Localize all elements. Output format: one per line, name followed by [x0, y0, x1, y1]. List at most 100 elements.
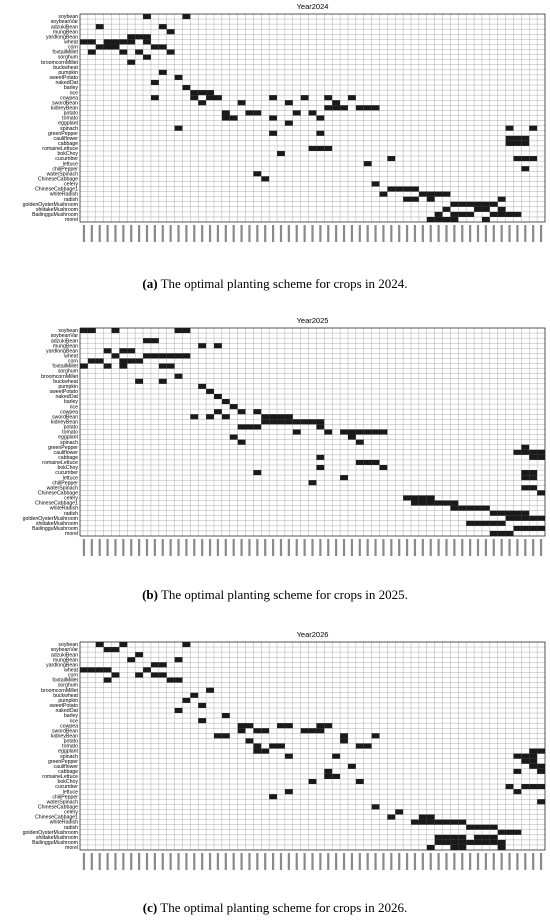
- heatmap-cell: [521, 753, 530, 759]
- heatmap-cell: [513, 515, 522, 521]
- heatmap-cell: [537, 490, 545, 496]
- y-tick-label: tomato: [62, 430, 78, 436]
- caption-b: (b) The optimal planting scheme for crop…: [0, 587, 550, 603]
- y-tick-label: kidneyBean: [51, 733, 78, 739]
- x-tick-mark: [476, 539, 480, 556]
- y-tick-label: tomato: [62, 116, 78, 122]
- y-tick-label: radish: [64, 197, 78, 203]
- x-tick-mark: [524, 225, 527, 242]
- x-tick-mark: [177, 853, 180, 870]
- heatmap-cell: [103, 39, 112, 45]
- plot-frame: [79, 327, 546, 537]
- y-tick-label: yardlongBean: [46, 662, 78, 668]
- heatmap-cell: [316, 454, 325, 460]
- x-tick-mark: [224, 225, 227, 242]
- heatmap-cell: [103, 44, 112, 50]
- x-tick-mark: [405, 539, 409, 556]
- heatmap-cell: [458, 819, 467, 825]
- x-tick-mark: [216, 539, 220, 556]
- x-tick-mark: [413, 539, 417, 556]
- heatmap-cell: [450, 211, 459, 217]
- x-tick-mark: [169, 853, 172, 870]
- heatmap-cell: [103, 667, 112, 673]
- cells: [80, 642, 545, 850]
- y-tick-label: waterSpinach: [47, 485, 79, 491]
- heatmap-cell: [158, 672, 167, 678]
- x-tick-mark: [366, 225, 369, 242]
- heatmap-cell: [513, 829, 522, 835]
- x-tick-mark: [295, 853, 298, 870]
- x-tick-mark: [532, 225, 535, 242]
- heatmap-cell: [513, 753, 522, 759]
- heatmap-cell: [537, 525, 545, 531]
- y-tick-label: cucumber: [55, 470, 78, 476]
- y-tick-label: radish: [64, 825, 78, 831]
- x-tick-mark: [342, 853, 346, 870]
- heatmap-cell: [182, 328, 191, 334]
- x-tick-mark: [130, 225, 133, 242]
- heatmap-cell: [521, 470, 530, 476]
- heatmap-cell: [442, 191, 451, 197]
- heatmap-cell: [324, 145, 333, 151]
- y-tick-label: mungBean: [53, 29, 78, 35]
- y-tick-label: mungBean: [53, 657, 78, 663]
- y-tick-label: rice: [70, 718, 78, 724]
- y-tick-labels: soybeansoybeanVaradzukiBeanmungBeanyardl…: [23, 642, 79, 851]
- y-tick-label: greenPepper: [48, 759, 78, 765]
- heatmap-cell: [395, 809, 404, 815]
- heatmap-cell: [403, 495, 412, 501]
- heatmap-cell: [458, 211, 467, 217]
- heatmap-cell: [158, 24, 167, 30]
- y-tick-label: bokChoy: [58, 465, 79, 471]
- heatmap-cell: [221, 399, 230, 405]
- heatmap-cell: [119, 642, 128, 648]
- heatmap-cell: [489, 834, 498, 840]
- heatmap-cell: [426, 844, 435, 850]
- heatmap-cell: [253, 171, 262, 177]
- heatmap-cell: [411, 186, 419, 192]
- heatmap-cell: [355, 429, 364, 435]
- x-tick-mark: [366, 853, 369, 870]
- y-tick-label: wheat: [64, 668, 78, 674]
- y-tick-label: shiitakeMushroom: [36, 207, 78, 213]
- y-tick-label: cucumber: [55, 156, 78, 162]
- x-tick-mark: [240, 539, 243, 556]
- heatmap-cell: [418, 495, 427, 501]
- x-tick-mark: [516, 225, 519, 242]
- y-tick-label: adzukiBean: [51, 652, 78, 658]
- x-tick-mark: [161, 225, 164, 242]
- heatmap-cell: [529, 454, 538, 460]
- heatmap-cell: [474, 201, 482, 207]
- heatmap-cell: [442, 500, 451, 506]
- heatmap-cell: [513, 525, 522, 531]
- heatmap-cell: [426, 814, 435, 820]
- heatmap-cell: [143, 353, 151, 359]
- heatmap-cell: [135, 378, 144, 384]
- x-tick-mark: [264, 539, 267, 556]
- heatmap-cell: [158, 44, 167, 50]
- heatmap-cell: [292, 429, 301, 435]
- heatmap-cell: [371, 181, 380, 187]
- y-tick-label: mungBean: [53, 343, 78, 349]
- heatmap-cell: [474, 206, 482, 212]
- heatmap-cell: [521, 444, 530, 450]
- heatmap-cell: [174, 328, 183, 334]
- x-tick-mark: [492, 853, 495, 870]
- heatmap-cell: [387, 814, 396, 820]
- heatmap-cell: [379, 191, 388, 197]
- heatmap-cell: [229, 404, 238, 410]
- heatmap-cell: [505, 125, 514, 131]
- heatmap-cell: [426, 495, 435, 501]
- heatmap-cell: [119, 348, 128, 354]
- y-tick-label: BailingguMushroom: [32, 840, 78, 846]
- heatmap-cell: [158, 662, 167, 668]
- heatmap-cell: [340, 429, 348, 435]
- heatmap-cell: [80, 39, 88, 45]
- x-tick-mark: [327, 853, 330, 870]
- y-tick-label: goldenOysterMushroom: [23, 516, 78, 522]
- heatmap-cell: [308, 110, 317, 116]
- heatmap-cell: [450, 819, 459, 825]
- x-tick-mark: [374, 853, 377, 870]
- heatmap-cell: [426, 191, 435, 197]
- heatmap-cell: [426, 819, 435, 825]
